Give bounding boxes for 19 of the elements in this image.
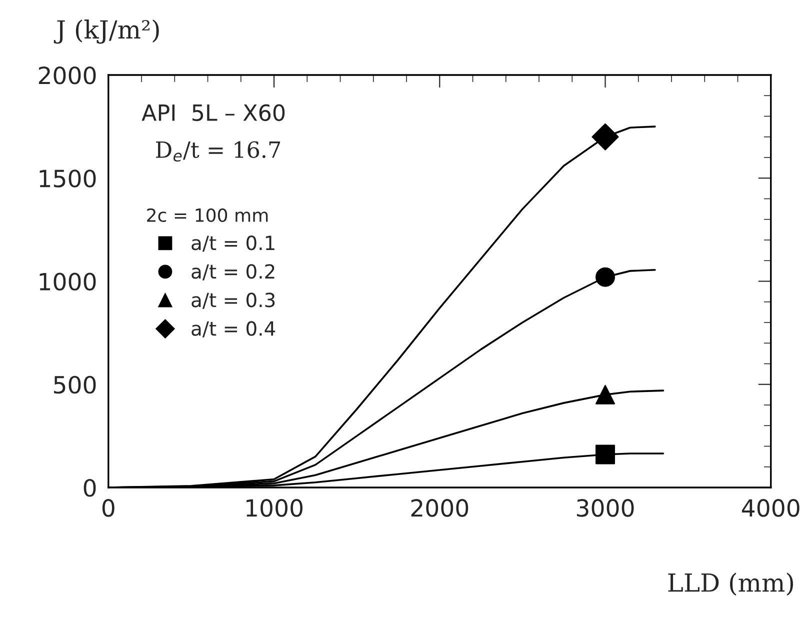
x-tick-label: 0 xyxy=(102,499,114,517)
x-tick-label: 1000 xyxy=(246,499,302,517)
legend-label: a/t = 0.3 xyxy=(192,292,275,309)
legend-label: a/t = 0.2 xyxy=(192,264,274,280)
y-axis-title: J (kJ/m²) xyxy=(54,20,159,44)
x-tick-label: 4000 xyxy=(742,499,800,517)
legend-label: a/t = 0.1 xyxy=(192,236,274,252)
y-tick-label: 1000 xyxy=(40,272,96,291)
y-tick-label: 1500 xyxy=(40,170,96,188)
legend-label: a/t = 0.4 xyxy=(192,321,276,338)
x-tick-label: 3000 xyxy=(577,499,634,517)
annotation: API 5L – X60 xyxy=(142,104,285,122)
y-tick-label: 0 xyxy=(84,478,96,497)
y-tick-label: 500 xyxy=(54,376,96,394)
legend-title: 2c = 100 mm xyxy=(147,208,268,222)
y-tick-label: 2000 xyxy=(38,66,96,84)
x-tick-label: 2000 xyxy=(411,499,468,517)
x-axis-title: LLD (mm) xyxy=(668,572,793,596)
annotation: D$_{e}$/t = 16.7 xyxy=(156,141,280,162)
